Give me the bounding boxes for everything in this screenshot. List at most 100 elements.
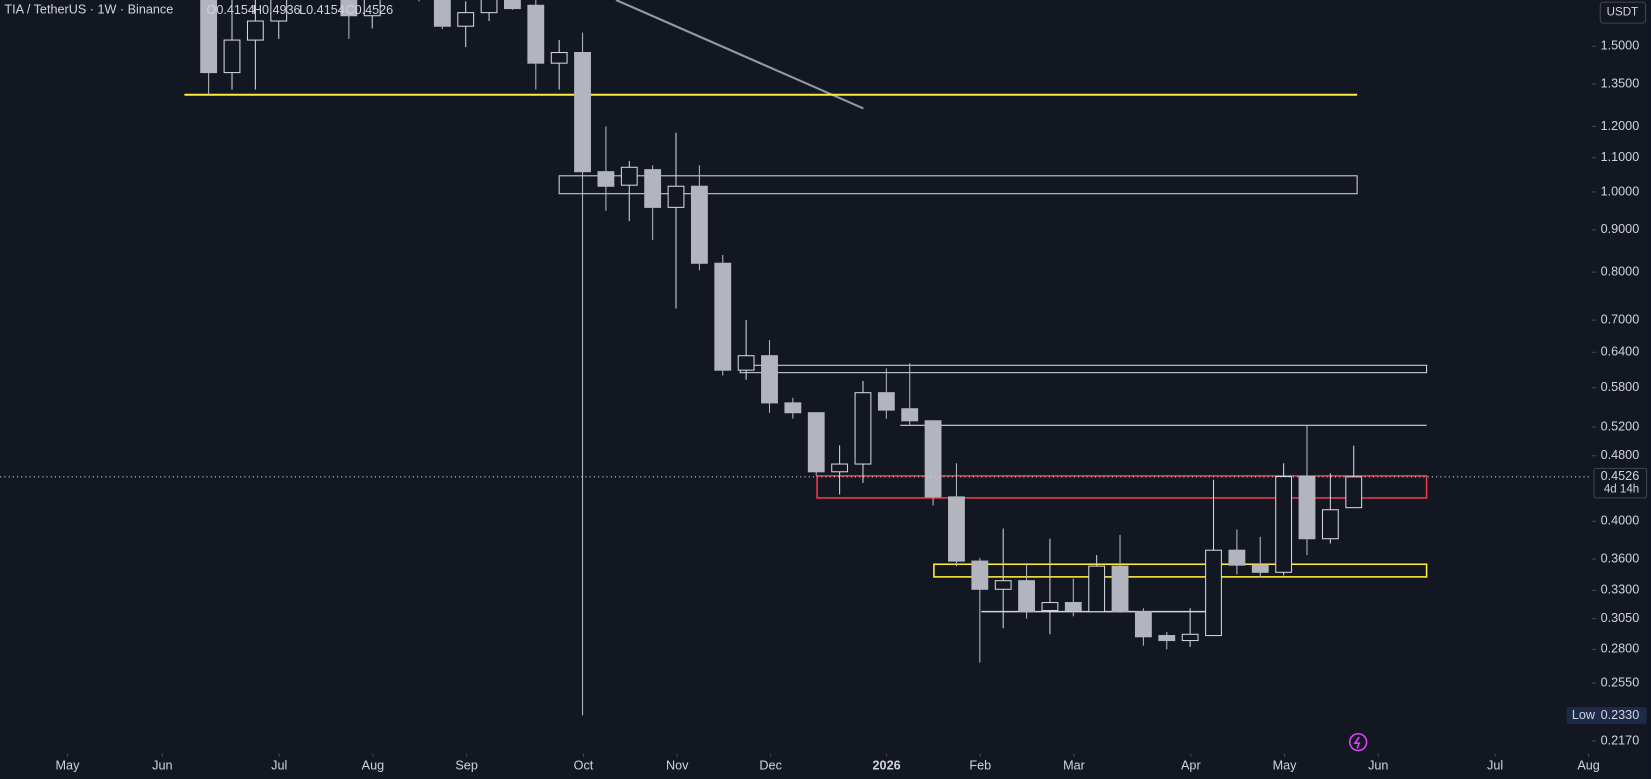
trend-line [615,0,864,110]
candle-body [714,262,732,371]
candle-body [363,0,381,17]
candle-body [877,392,895,411]
ohlc-label: H0.4936 [253,3,301,17]
x-tick-label: May [1273,759,1298,773]
y-tick-label: 1.5000 [1601,39,1640,53]
ohlc-label: C0.4526 [345,3,393,17]
x-tick-label: Feb [969,759,991,773]
candle-body [971,560,989,590]
candle-body [1298,475,1316,540]
y-tick-label: 1.2000 [1601,119,1640,133]
x-tick-label: Dec [759,759,781,773]
candle-body [807,412,825,473]
last-price-label: 0.4526 [1601,469,1640,483]
x-tick-label: Jul [1487,759,1503,773]
low-value-label: 0.2330 [1601,708,1640,722]
candle-body [1041,602,1059,612]
candle-body [1088,565,1106,613]
currency: USDT [1607,7,1638,19]
candle-body [1181,633,1199,642]
low-tag [1566,707,1647,724]
candle-body [924,420,942,498]
candle-body [948,496,965,562]
candle-body [1205,549,1222,637]
candle-body [480,0,498,14]
currency-box [1599,1,1647,24]
candle-body [1345,476,1363,509]
title: TIA / TetherUS · 1W · Binance [4,3,173,17]
ohlc-label: L0.4154 [299,3,345,17]
low-label: Low [1572,708,1596,722]
y-tick-label: 0.2800 [1601,642,1640,656]
candle-body [1251,564,1269,573]
y-tick-label: 0.2550 [1601,675,1640,689]
candle-body [1134,611,1152,638]
y-tick-label: 0.6400 [1601,345,1640,359]
candle-body [784,402,802,414]
x-tick-label: Mar [1063,759,1085,773]
candle-body [457,12,475,27]
candle-body [737,355,755,371]
y-tick-label: 0.5200 [1601,419,1640,433]
y-tick-label: 1.1000 [1601,150,1640,164]
candle-body [1321,509,1339,540]
candle-body [761,355,778,404]
x-tick-label: Nov [666,759,689,773]
candle-body [1158,635,1176,642]
plot-area [184,0,1428,716]
y-tick-label: 0.7000 [1601,312,1640,326]
candle-body [620,166,638,186]
y-tick-label: 0.3600 [1601,551,1640,565]
candle-body [1275,475,1293,573]
y-tick-label: 0.4800 [1601,448,1640,462]
x-tick-label: Jun [152,759,172,773]
alert-icon-bolt [1353,736,1361,749]
y-tick-label: 0.4000 [1601,514,1640,528]
y-tick-label: 0.9000 [1601,222,1640,236]
symbol-title: TIA / TetherUS · 1W · Binance [4,3,173,17]
ohlc-label: O0.4154 [207,3,255,17]
alert-icon[interactable] [1348,732,1368,752]
x-tick-label: Aug [1577,759,1599,773]
candle-body [667,185,685,208]
candle-body [1018,580,1035,613]
candle-body [644,169,662,208]
x-tick-label: Jun [1368,759,1388,773]
candle-body [854,392,872,465]
candle-body [433,0,451,27]
candle-body [504,0,521,10]
y-tick-label: 0.3300 [1601,583,1640,597]
candle-body [200,0,218,74]
candle-body [550,52,568,64]
x-tick-label: Sep [455,759,477,773]
last-price-tag [1593,467,1648,499]
x-tick-label: Oct [574,759,594,773]
countdown-label: 4d 14h [1604,484,1639,496]
candle-body [246,20,264,41]
candle-body [340,0,358,17]
x-tick-label: Aug [362,759,384,773]
candle-body [1228,549,1246,566]
candle-body [527,4,545,64]
x-tick-label: May [56,759,81,773]
candle-body [690,185,708,264]
x-tick-label: 2026 [873,759,901,773]
y-tick-label: 0.2170 [1601,733,1640,747]
candle-body [223,39,241,74]
resistance-zone [558,175,1358,195]
yellow-zone [933,563,1428,578]
candle-body [901,408,919,422]
candle-body [1064,602,1082,612]
y-tick-label: 1.0000 [1601,184,1640,198]
candle-body [597,171,615,187]
red-zone [816,475,1428,499]
candle-body [994,580,1012,590]
candle-body [574,52,591,173]
y-tick-label: 1.3500 [1601,76,1640,90]
y-tick-label: 0.3050 [1601,611,1640,625]
x-tick-label: Apr [1181,759,1201,773]
candle-body [831,463,849,473]
candle-body [1111,565,1129,613]
